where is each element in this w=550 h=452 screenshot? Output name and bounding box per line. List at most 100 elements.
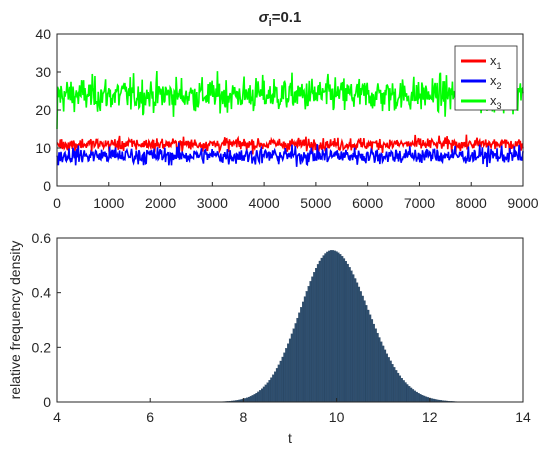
histogram-bar <box>387 357 390 403</box>
histogram-bar <box>264 384 267 403</box>
histogram-bar <box>397 372 400 403</box>
histogram-bar <box>421 394 424 403</box>
legend-label-x1: x1 <box>490 53 502 71</box>
histogram-bar <box>408 386 411 403</box>
title-symbol: σ <box>259 9 270 26</box>
histogram-bar <box>344 260 347 403</box>
histogram-bar <box>311 276 314 403</box>
top-plot: σi=0.1 0 1000 2000 3000 4000 5000 6000 7000 8000… <box>35 9 538 211</box>
histogram-bar <box>342 258 346 403</box>
histogram-bar <box>419 394 422 403</box>
histogram-bar <box>270 377 273 403</box>
histogram-bar <box>357 286 361 403</box>
histogram-bar <box>425 396 428 403</box>
histogram-bar <box>410 387 413 403</box>
histogram-bar <box>363 300 366 403</box>
histogram-bar <box>320 257 323 403</box>
histogram-bar <box>348 267 351 403</box>
bottom-y-tick-label: 0 <box>43 394 51 410</box>
histogram-bars <box>188 250 498 403</box>
histogram-bar <box>253 394 256 403</box>
bottom-plot-frame <box>56 237 524 403</box>
histogram-bar <box>376 332 379 403</box>
series-line-x1 <box>56 134 524 155</box>
histogram-bar <box>298 312 301 403</box>
histogram-bar <box>382 345 385 403</box>
series-line-x3 <box>56 71 524 130</box>
bottom-x-tick-label: 4 <box>53 409 61 425</box>
histogram-bar <box>324 253 327 403</box>
histogram-bar <box>354 278 357 403</box>
histogram-bar <box>274 371 277 403</box>
histogram-bar <box>365 305 368 403</box>
histogram-bar <box>307 286 310 403</box>
bottom-plot: 4 6 8 10 12 14 0 0.2 0.4 0.6 t relative frequenc… <box>7 230 531 446</box>
histogram-bar <box>316 264 320 403</box>
series-line-x2 <box>56 142 524 168</box>
top-x-tick-label: 4000 <box>249 195 280 211</box>
top-x-tick-label: 6000 <box>352 195 383 211</box>
top-y-tick-label: 20 <box>35 102 51 118</box>
histogram-bar <box>417 393 420 403</box>
histogram-bar <box>260 388 264 403</box>
histogram-bar <box>398 375 402 403</box>
histogram-bar <box>266 382 269 403</box>
histogram-bar <box>372 323 375 403</box>
top-x-tick-label: 2000 <box>145 195 176 211</box>
histogram-bar <box>352 274 355 403</box>
top-x-ticks: 0 1000 2000 3000 4000 5000 6000 7000 8000 9000 <box>53 182 539 211</box>
histogram-bar <box>328 250 331 403</box>
top-y-tick-label: 10 <box>35 140 51 156</box>
histogram-bar <box>292 328 295 403</box>
histogram-bar <box>411 389 415 403</box>
histogram-bar <box>378 337 381 403</box>
histogram-bar <box>290 333 293 403</box>
histogram-bar <box>244 398 247 403</box>
histogram-bar <box>301 301 305 403</box>
top-chart-title: σi=0.1 <box>259 9 302 29</box>
histogram-bar <box>395 370 398 403</box>
top-x-tick-label: 5000 <box>300 195 331 211</box>
histogram-bar <box>370 319 374 403</box>
histogram-bar <box>391 364 394 403</box>
histogram-bar <box>384 349 387 403</box>
legend-label-x2: x2 <box>490 73 502 91</box>
top-x-tick-label: 0 <box>53 195 61 211</box>
histogram-bar <box>406 384 409 403</box>
histogram-bar <box>329 250 333 403</box>
top-y-ticks: 0 10 20 30 40 <box>35 26 61 194</box>
histogram-bar <box>257 391 260 403</box>
histogram-bar <box>430 398 433 403</box>
top-series-lines <box>56 71 524 168</box>
bottom-y-ticks: 0 0.2 0.4 0.6 <box>32 230 61 410</box>
histogram-bar <box>246 397 249 403</box>
top-x-tick-label: 9000 <box>507 195 538 211</box>
top-x-tick-label: 8000 <box>456 195 487 211</box>
histogram-bar <box>277 364 280 403</box>
histogram-bar <box>335 251 338 403</box>
legend: x1 x2 x3 <box>454 45 518 111</box>
histogram-bar <box>288 338 292 403</box>
bottom-y-tick-label: 0.4 <box>32 285 52 301</box>
x-axis-label: t <box>288 430 292 446</box>
histogram-bar <box>361 295 364 403</box>
histogram-bar <box>262 386 265 403</box>
histogram-bar <box>331 250 334 403</box>
histogram-bar <box>313 272 316 403</box>
bottom-y-tick-label: 0.6 <box>32 230 52 246</box>
legend-label-x3: x3 <box>490 93 502 111</box>
y-axis-label: relative frequency density <box>7 241 23 400</box>
histogram-bar <box>303 296 306 403</box>
histogram-bar <box>283 352 286 403</box>
histogram-bar <box>339 254 342 403</box>
histogram-bar <box>300 307 303 403</box>
histogram-bar <box>393 367 396 403</box>
histogram-bar <box>281 356 284 403</box>
title-rest: =0.1 <box>272 9 302 26</box>
histogram-bar <box>413 390 416 403</box>
histogram-bar <box>272 374 275 403</box>
bottom-x-tick-label: 12 <box>422 409 438 425</box>
bottom-y-tick-label: 0.2 <box>32 339 52 355</box>
bottom-x-ticks: 4 6 8 10 12 14 <box>53 398 531 425</box>
